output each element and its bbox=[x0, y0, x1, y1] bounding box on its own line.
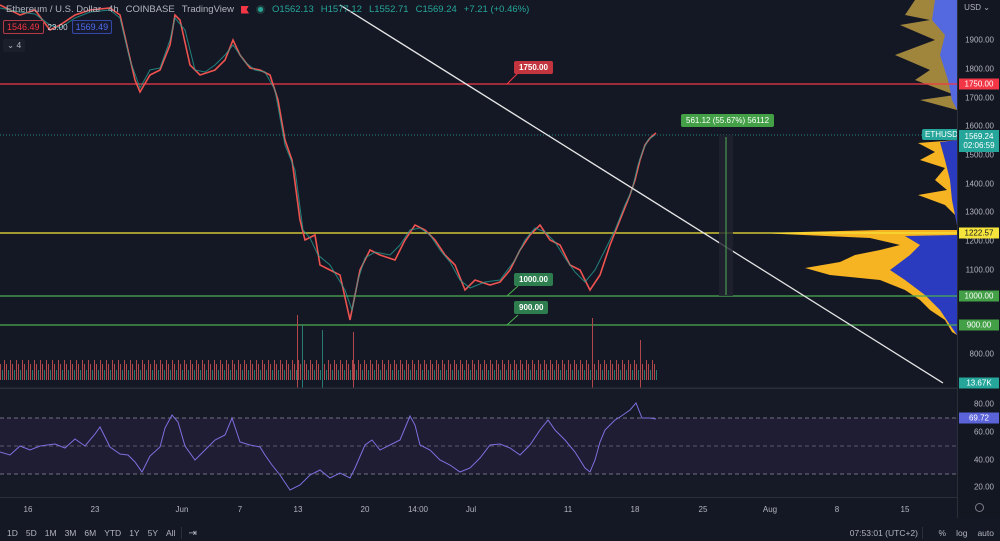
ohlc-change: +7.21 (+0.46%) bbox=[463, 4, 530, 15]
descending-trendline[interactable] bbox=[339, 4, 944, 384]
time-axis[interactable]: 16 23 Jun 7 13 20 14:00 Jul 11 18 25 Aug… bbox=[0, 497, 957, 518]
bottom-toolbar: 1D 5D 1M 3M 6M YTD 1Y 5Y All ⇥ 07:53:01 … bbox=[0, 525, 1000, 541]
rsi-tick: 60.00 bbox=[973, 427, 994, 437]
time-tick: 14:00 bbox=[407, 505, 429, 514]
time-tick: 16 bbox=[23, 505, 33, 514]
symbol-title[interactable]: Ethereum / U.S. Dollar bbox=[6, 4, 102, 15]
tag-poc: 1222.57 bbox=[959, 227, 999, 239]
rsi-tick: 80.00 bbox=[973, 399, 994, 409]
sell-price-button[interactable]: 1546.49 bbox=[3, 20, 44, 34]
time-tick: Jun bbox=[175, 505, 189, 514]
divider bbox=[181, 527, 183, 539]
ohlc-open: O1562.13 bbox=[272, 4, 314, 15]
clock-timezone[interactable]: 07:53:01 (UTC+2) bbox=[849, 528, 918, 538]
time-tick: 8 bbox=[834, 505, 840, 514]
log-scale-toggle[interactable]: log bbox=[956, 528, 968, 538]
last-price: 1569.24 bbox=[964, 132, 994, 141]
currency-selector[interactable]: USD ⌄ bbox=[964, 3, 990, 12]
market-status-icon[interactable] bbox=[256, 5, 266, 14]
range-1y[interactable]: 1Y bbox=[129, 528, 140, 538]
price-tick: 1500.00 bbox=[965, 150, 994, 160]
range-6m[interactable]: 6M bbox=[84, 528, 97, 538]
time-tick: Jul bbox=[465, 505, 477, 514]
indicators-count: 4 bbox=[16, 40, 22, 50]
price-axis[interactable]: USD ⌄ 1900.00 1800.00 1700.00 1600.00 15… bbox=[957, 0, 1000, 518]
rsi-line bbox=[0, 402, 657, 491]
flag-icon[interactable] bbox=[241, 5, 250, 14]
range-3m[interactable]: 3M bbox=[64, 528, 77, 538]
price-candles bbox=[0, 4, 657, 321]
time-tick: 20 bbox=[360, 505, 370, 514]
range-1d[interactable]: 1D bbox=[7, 528, 18, 538]
price-tick: 1700.00 bbox=[965, 93, 994, 103]
time-tick: 15 bbox=[900, 505, 910, 514]
range-5y[interactable]: 5Y bbox=[147, 528, 158, 538]
tag-900: 900.00 bbox=[959, 319, 999, 331]
buy-price-button[interactable]: 1569.49 bbox=[71, 20, 113, 34]
time-tick: 7 bbox=[237, 505, 243, 514]
rsi-current-tag: 69.72 bbox=[959, 412, 999, 424]
symbol-price-tag: ETHUSD bbox=[922, 129, 961, 140]
price-tick: 1100.00 bbox=[965, 265, 994, 275]
time-tick: 25 bbox=[698, 505, 708, 514]
price-tick: 1600.00 bbox=[965, 121, 994, 131]
volume-bars bbox=[0, 315, 657, 388]
price-tick: 1400.00 bbox=[965, 179, 994, 189]
range-5d[interactable]: 5D bbox=[25, 528, 37, 538]
label-1000[interactable]: 1000.00 bbox=[514, 273, 553, 286]
divider bbox=[921, 527, 923, 539]
measure-label[interactable]: 561.12 (55.67%) 56112 bbox=[681, 114, 775, 127]
price-tick: 1200.00 bbox=[965, 236, 994, 246]
ohlc-close: C1569.24 bbox=[415, 4, 457, 15]
chevron-down-icon: ⌄ bbox=[7, 40, 17, 50]
bar-countdown: 02:06:59 bbox=[963, 141, 995, 150]
bid-ask-panel: 1546.49 23.00 1569.49 bbox=[3, 20, 113, 34]
time-tick: Aug bbox=[762, 505, 778, 514]
data-source: TradingView bbox=[181, 4, 235, 15]
settings-gear-icon[interactable] bbox=[975, 503, 984, 512]
auto-scale-toggle[interactable]: auto bbox=[977, 528, 994, 538]
range-ytd[interactable]: YTD bbox=[104, 528, 122, 538]
price-tick: 1900.00 bbox=[965, 35, 994, 45]
volume-profile bbox=[760, 0, 957, 335]
label-900[interactable]: 900.00 bbox=[514, 301, 549, 314]
spread-value: 23.00 bbox=[47, 22, 68, 32]
label-1750[interactable]: 1750.00 bbox=[514, 61, 553, 74]
price-tick: 1800.00 bbox=[965, 64, 994, 74]
rsi-tick: 40.00 bbox=[973, 455, 994, 465]
ohlc-low: L1552.71 bbox=[368, 4, 409, 15]
percent-scale-toggle[interactable]: % bbox=[938, 528, 947, 538]
tag-volume: 13.67K bbox=[959, 377, 999, 389]
price-tick: 1300.00 bbox=[965, 207, 994, 217]
goto-date-icon[interactable]: ⇥ bbox=[188, 527, 197, 539]
rsi-tick: 20.00 bbox=[973, 482, 994, 492]
price-tick: 800.00 bbox=[969, 349, 994, 359]
range-1m[interactable]: 1M bbox=[44, 528, 57, 538]
time-tick: 11 bbox=[563, 505, 573, 514]
symbol-legend[interactable]: Ethereum / U.S. Dollar 4h COINBASE Tradi… bbox=[6, 4, 529, 15]
time-tick: 18 bbox=[630, 505, 640, 514]
interval[interactable]: 4h bbox=[108, 4, 119, 15]
time-tick: 13 bbox=[293, 505, 303, 514]
pane-separator[interactable] bbox=[0, 388, 957, 389]
exchange: COINBASE bbox=[125, 4, 175, 15]
tag-1000: 1000.00 bbox=[959, 290, 999, 302]
indicators-toggle[interactable]: ⌄ 4 bbox=[3, 39, 26, 52]
range-all[interactable]: All bbox=[166, 528, 176, 538]
ohlc-high: H1577.12 bbox=[320, 4, 362, 15]
tag-1750: 1750.00 bbox=[959, 78, 999, 90]
last-price-tag: 1569.24 02:06:59 bbox=[959, 130, 999, 152]
time-tick: 23 bbox=[90, 505, 100, 514]
